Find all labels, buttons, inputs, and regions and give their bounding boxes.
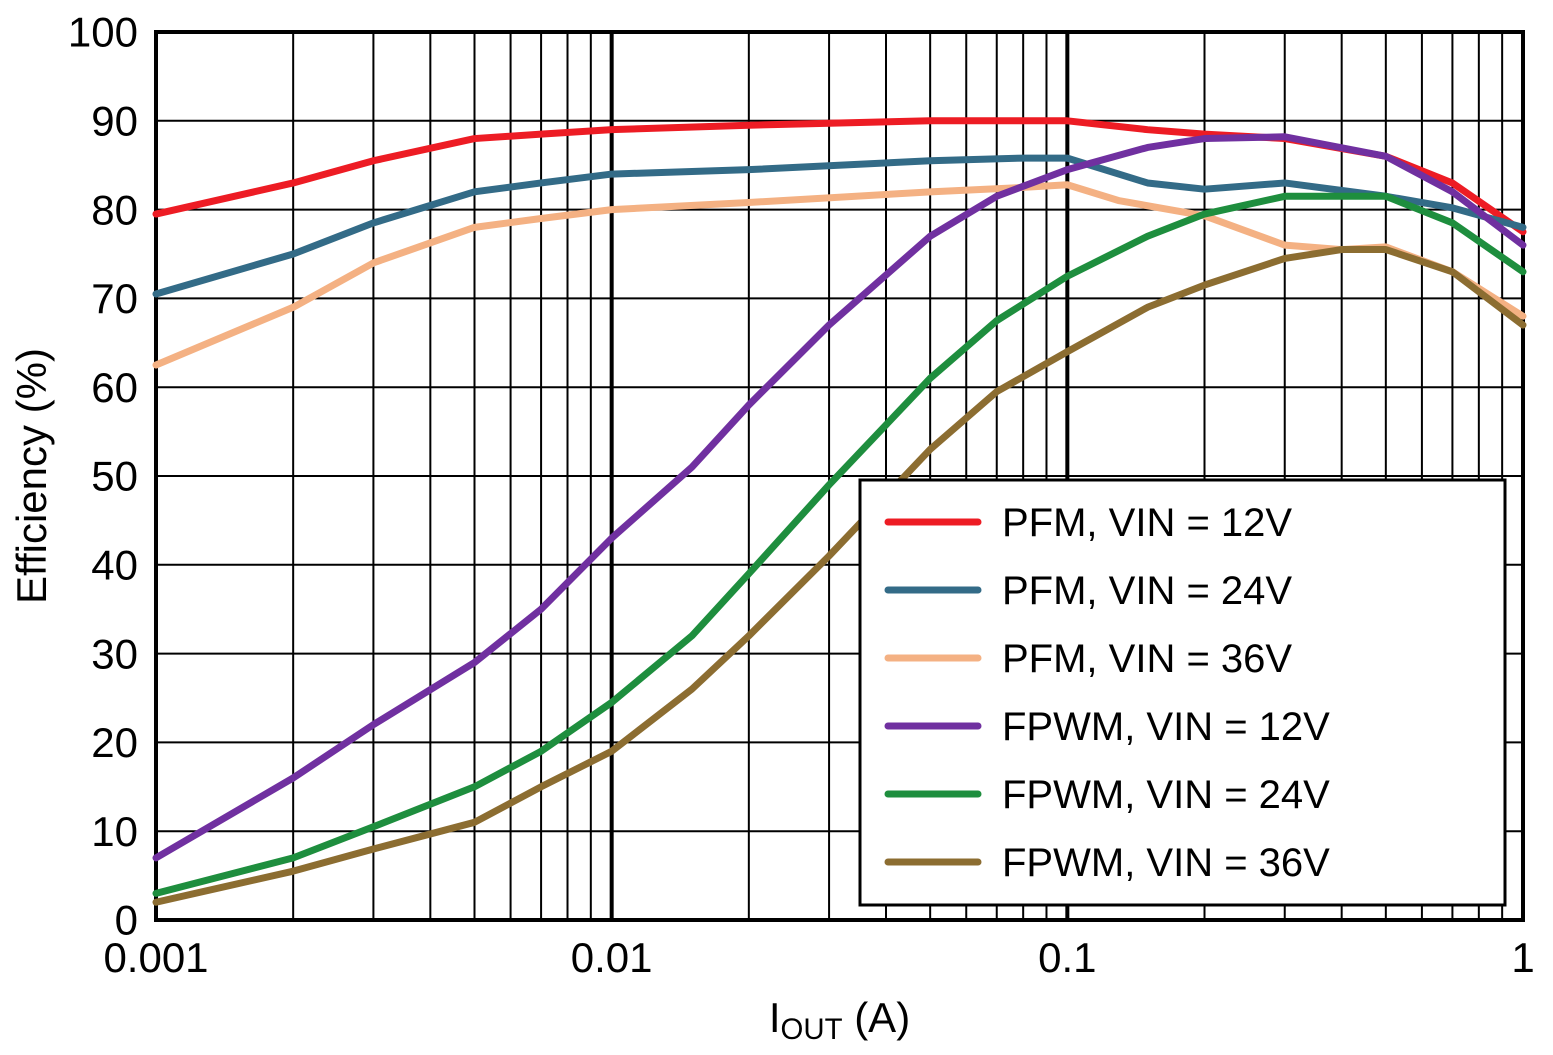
x-tick-label: 0.001: [103, 934, 208, 981]
legend-label-5: FPWM, VIN = 36V: [1002, 841, 1330, 885]
y-tick-label: 50: [91, 453, 138, 500]
x-tick-label: 0.1: [1038, 934, 1096, 981]
y-tick-label: 80: [91, 186, 138, 233]
y-tick-label: 60: [91, 364, 138, 411]
legend-label-4: FPWM, VIN = 24V: [1002, 773, 1330, 817]
y-tick-label: 10: [91, 808, 138, 855]
y-tick-label: 20: [91, 719, 138, 766]
legend-label-0: PFM, VIN = 12V: [1002, 501, 1292, 545]
y-tick-label: 100: [68, 9, 138, 56]
legend-label-3: FPWM, VIN = 12V: [1002, 705, 1330, 749]
y-tick-label: 70: [91, 275, 138, 322]
legend-label-1: PFM, VIN = 24V: [1002, 569, 1292, 613]
x-tick-label: 0.01: [571, 934, 653, 981]
y-tick-label: 30: [91, 630, 138, 677]
legend: PFM, VIN = 12V PFM, VIN = 24V PFM, VIN = 3…: [860, 480, 1505, 905]
x-tick-label: 1: [1511, 934, 1534, 981]
y-axis-label: Efficiency (%): [8, 348, 55, 604]
y-tick-label: 90: [91, 98, 138, 145]
y-tick-label: 40: [91, 542, 138, 589]
legend-label-2: PFM, VIN = 36V: [1002, 637, 1292, 681]
